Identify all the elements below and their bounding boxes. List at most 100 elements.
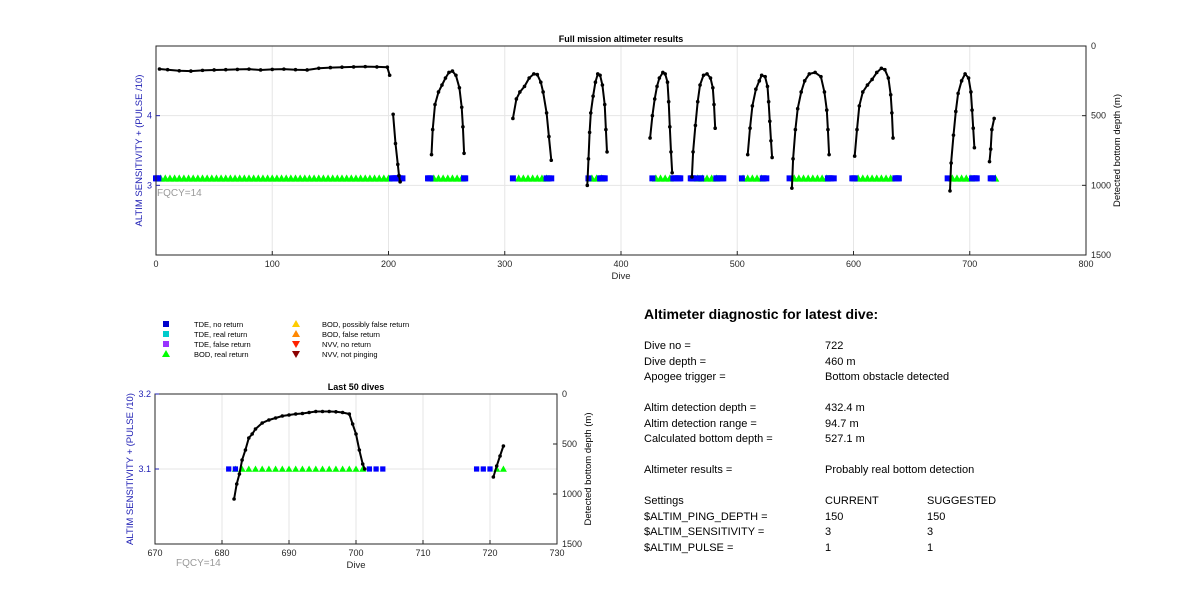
bottom-depth-point xyxy=(430,127,435,132)
bod-real-return-marker xyxy=(278,465,286,472)
bottom-depth-point xyxy=(879,66,884,71)
diagnostic-value: 722 xyxy=(825,340,844,352)
bottom-depth-point xyxy=(223,67,228,72)
bottom-depth-point xyxy=(189,69,193,73)
bottom-depth-point xyxy=(770,155,774,160)
diagnostic-value: Probably real bottom detection xyxy=(825,464,975,476)
bottom-depth-point xyxy=(600,83,605,87)
bottom-depth-point xyxy=(363,64,368,69)
bottom-depth-point xyxy=(307,410,311,415)
bottom-depth-point xyxy=(498,454,502,458)
settings-label: $ALTIM_SENSITIVITY = xyxy=(644,526,765,538)
x-axis-label: Dive xyxy=(611,271,630,282)
bottom-depth-point xyxy=(397,173,401,178)
bottom-depth-line xyxy=(430,69,466,155)
bottom-depth-point xyxy=(711,86,715,90)
tde-no-return-marker xyxy=(373,466,379,472)
diagnostic-label: Calculated bottom depth = xyxy=(644,433,773,445)
bottom-depth-point xyxy=(535,72,540,77)
bottom-depth-point xyxy=(750,104,755,108)
bottom-depth-point xyxy=(701,73,706,78)
diagnostic-value: 460 m xyxy=(825,355,856,368)
bod-real-return-marker xyxy=(285,465,293,472)
bottom-depth-point xyxy=(698,83,702,87)
legend-label: BOD, real return xyxy=(194,350,249,359)
chart-title: Full mission altimeter results xyxy=(559,34,684,44)
bottom-depth-point xyxy=(247,436,251,440)
bottom-depth-point xyxy=(443,76,448,80)
tde-no-return-marker xyxy=(601,175,608,182)
x-tick-label: 100 xyxy=(265,259,280,269)
settings-row: $ALTIM_PING_DEPTH = 150 150 xyxy=(644,510,1164,526)
bod-real-return-marker xyxy=(319,465,326,472)
legend-square-marker xyxy=(163,331,169,337)
bottom-depth-point xyxy=(587,130,592,135)
x-tick-label: 400 xyxy=(613,259,628,269)
bottom-depth-point xyxy=(799,90,803,94)
settings-row: $ALTIM_PULSE = 1 1 xyxy=(644,541,1164,557)
bottom-depth-line xyxy=(586,72,608,186)
bottom-depth-point xyxy=(598,73,602,78)
bottom-depth-point xyxy=(693,123,698,128)
bottom-depth-point xyxy=(347,412,352,416)
tde-no-return-marker xyxy=(548,175,555,182)
x-tick-label: 690 xyxy=(281,548,296,558)
bottom-depth-point xyxy=(436,90,441,94)
y-left-tick-label: 3.1 xyxy=(138,464,151,474)
bottom-depth-point xyxy=(385,65,390,69)
bottom-depth-point xyxy=(795,106,800,111)
bottom-depth-point xyxy=(350,422,355,426)
y-right-tick-label: 0 xyxy=(1091,41,1096,51)
legend-label: NVV, no return xyxy=(322,340,371,349)
bottom-depth-point xyxy=(766,99,771,104)
x-axis-label: Dive xyxy=(346,560,365,571)
diagnostic-label: Altimeter results = xyxy=(644,464,733,476)
y-left-axis-label: ALTIM SENSITIVITY + (PULSE /10) xyxy=(134,75,145,227)
bottom-depth-point xyxy=(668,125,672,129)
diagnostic-label: Altim detection range = xyxy=(644,417,757,430)
bottom-depth-point xyxy=(459,105,464,110)
tde-no-return-marker xyxy=(480,466,486,472)
y-right-tick-label: 1500 xyxy=(1091,250,1111,260)
bottom-depth-point xyxy=(852,154,857,158)
tde-no-return-marker xyxy=(990,175,996,182)
bottom-depth-point xyxy=(541,90,545,94)
bod-real-return-marker xyxy=(332,465,340,472)
bottom-depth-point xyxy=(391,112,395,117)
bottom-depth-point xyxy=(293,67,298,72)
bottom-depth-point xyxy=(586,157,591,161)
bottom-depth-point xyxy=(690,175,694,179)
tde-no-return-marker xyxy=(509,175,516,182)
diagnostic-row: Dive depth = 460 m xyxy=(644,355,1164,371)
bottom-depth-point xyxy=(959,79,964,83)
diagnostic-label: Apogee trigger = xyxy=(644,371,726,383)
settings-current: 3 xyxy=(825,526,832,538)
tde-no-return-marker xyxy=(720,175,727,182)
bottom-depth-point xyxy=(669,150,673,154)
diagnostic-row: Apogee trigger = Bottom obstacle detecte… xyxy=(644,370,1164,386)
legend-triangle-up-marker xyxy=(292,320,300,327)
bottom-depth-line xyxy=(853,67,894,157)
bottom-depth-point xyxy=(316,66,321,71)
diagnostic-value: 94.7 m xyxy=(825,417,859,430)
bottom-depth-point xyxy=(705,72,709,76)
bottom-depth-point xyxy=(447,70,451,75)
bottom-depth-point xyxy=(387,73,392,78)
bod-real-return-marker xyxy=(312,465,320,472)
chart-title: Last 50 dives xyxy=(328,382,385,392)
bottom-depth-point xyxy=(648,136,652,140)
tde-no-return-marker xyxy=(830,175,837,182)
y-right-axis-label: Detected bottom depth (m) xyxy=(1112,94,1123,207)
bottom-depth-point xyxy=(461,125,465,129)
tde-no-return-marker xyxy=(399,175,406,182)
tde-no-return-marker xyxy=(462,175,469,182)
bottom-depth-point xyxy=(305,68,309,72)
altimeter-diagnostic-panel: Altimeter diagnostic for latest dive: Di… xyxy=(644,306,1164,556)
bottom-depth-line xyxy=(790,71,831,189)
x-tick-label: 800 xyxy=(1078,259,1093,269)
bottom-depth-point xyxy=(354,432,358,436)
bottom-depth-point xyxy=(433,102,437,107)
tde-no-return-marker xyxy=(944,175,951,182)
bod-real-return-marker xyxy=(339,465,347,472)
settings-header-current: CURRENT xyxy=(825,495,879,507)
